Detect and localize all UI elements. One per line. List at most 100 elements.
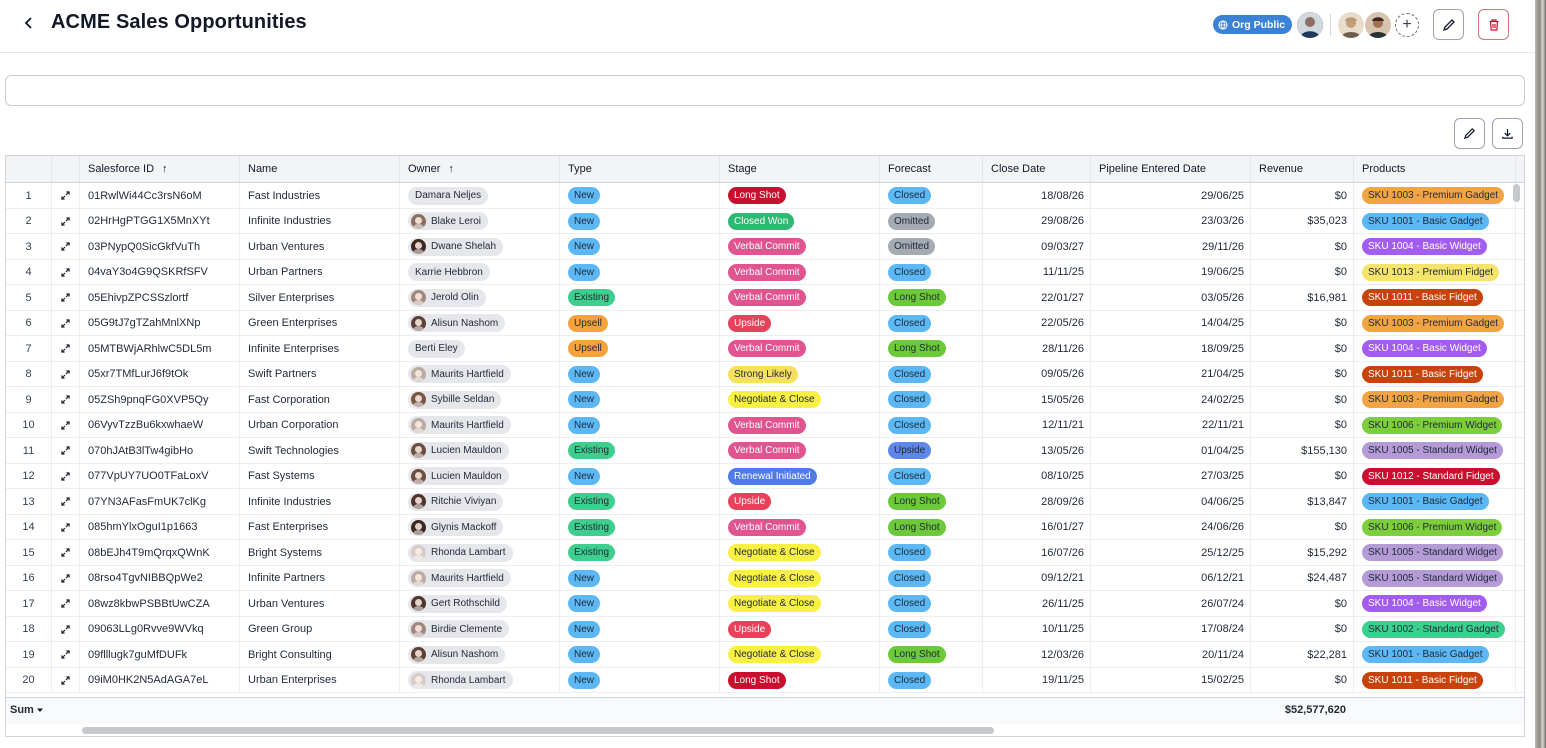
owner-chip[interactable]: Jerold Olin (408, 288, 486, 307)
expand-row-button[interactable] (52, 667, 80, 693)
cell-forecast: Omitted (880, 208, 983, 234)
expand-row-button[interactable] (52, 514, 80, 540)
owner-chip[interactable]: Lucien Mauldon (408, 441, 509, 460)
table-row[interactable]: 14 085hmYlxOguI1p1663 Fast Enterprises Glyn… (6, 514, 1524, 540)
download-button[interactable] (1492, 118, 1523, 149)
owner-avatar[interactable] (1297, 12, 1323, 38)
expand-row-button[interactable] (52, 208, 80, 234)
owner-chip[interactable]: Rhonda Lambart (408, 543, 513, 562)
table-row[interactable]: 1 01RwlWi44Cc3rsN6oM Fast Industries Damara… (6, 183, 1524, 209)
table-row[interactable]: 19 09flllugk7guMfDUFk Bright Consulting Ali… (6, 642, 1524, 668)
table-row[interactable]: 13 07YN3AFasFmUK7clKg Infinite Industries R… (6, 489, 1524, 515)
expand-row-button[interactable] (52, 565, 80, 591)
expand-row-button[interactable] (52, 540, 80, 565)
expand-row-button[interactable] (52, 234, 80, 259)
owner-chip[interactable]: Berti Eley (408, 339, 465, 358)
owner-chip[interactable]: Ritchie Viviyan (408, 492, 504, 511)
cell-rev: $0 (1251, 183, 1354, 208)
table-row[interactable]: 20 09iM0HK2N5AdAGA7eL Urban Enterprises Rho… (6, 667, 1524, 693)
org-public-badge[interactable]: Org Public (1213, 15, 1293, 34)
table-row[interactable]: 17 08wz8kbwPSBBtUwCZA Urban Ventures Gert R… (6, 591, 1524, 617)
cell-rev: $0 (1251, 514, 1354, 540)
column-header-owner[interactable]: Owner ↑ (400, 156, 560, 182)
owner-chip[interactable]: Maurits Hartfield (408, 416, 511, 434)
owner-chip[interactable]: Birdie Clemente (408, 620, 510, 638)
owner-chip[interactable]: Gert Rothschild (408, 594, 507, 613)
expand-row-button[interactable] (52, 285, 80, 310)
forecast-badge: Long Shot (888, 340, 946, 357)
column-header-name[interactable]: Name (240, 156, 400, 182)
expand-row-button[interactable] (52, 183, 80, 208)
owner-chip[interactable]: Glynis Mackoff (408, 518, 504, 536)
table-row[interactable]: 8 05xr7TMfLurJ6f9tOk Swift Partners Maurits… (6, 361, 1524, 387)
sort-ascending-icon: ↑ (448, 163, 454, 175)
horizontal-scrollbar[interactable] (82, 727, 994, 734)
delete-button[interactable] (1478, 9, 1509, 40)
shared-user-avatar[interactable] (1365, 12, 1391, 38)
expand-row-button[interactable] (52, 616, 80, 642)
cell-prod: SKU 1004 - Basic Widget (1354, 234, 1516, 259)
expand-row-button[interactable] (52, 463, 80, 489)
page-header: ACME Sales Opportunities Org Public + (0, 0, 1535, 53)
cell-close: 28/11/26 (983, 336, 1091, 361)
cell-type: Upsell (560, 310, 720, 336)
owner-chip[interactable]: Lucien Mauldon (408, 467, 509, 485)
expand-row-button[interactable] (52, 489, 80, 514)
column-header-forecast[interactable]: Forecast (880, 156, 983, 182)
column-header-close-date[interactable]: Close Date (983, 156, 1091, 182)
cell-id: 077VpUY7UO0TFaLoxV (80, 463, 240, 489)
table-row[interactable]: 16 08rso4TgvNIBBQpWe2 Infinite Partners Mau… (6, 565, 1524, 591)
table-row[interactable]: 7 05MTBWjARhlwC5DL5m Infinite Enterprises B… (6, 336, 1524, 362)
owner-chip[interactable]: Sybille Seldan (408, 390, 502, 409)
owner-chip[interactable]: Alisun Nashom (408, 314, 506, 332)
column-header-stage[interactable]: Stage (720, 156, 880, 182)
table-row[interactable]: 2 02HrHgPTGG1X5MnXYt Infinite Industries Bl… (6, 208, 1524, 234)
type-badge: New (568, 391, 601, 408)
table-row[interactable]: 15 08bEJh4T9mQrqxQWnK Bright Systems Rhonda… (6, 540, 1524, 566)
table-row[interactable]: 4 04vaY3o4G9QSKRfSFV Urban Partners Karrie … (6, 259, 1524, 285)
owner-chip[interactable]: Damara Neljes (408, 186, 489, 205)
expand-row-button[interactable] (52, 438, 80, 463)
owner-chip[interactable]: Rhonda Lambart (408, 671, 513, 689)
header-rownum (6, 156, 52, 182)
table-row[interactable]: 9 05ZSh9pnqFG0XVP5Qy Fast Corporation Sybil… (6, 387, 1524, 413)
filter-input[interactable] (5, 75, 1525, 106)
cell-pipe: 24/02/25 (1091, 387, 1251, 412)
expand-row-button[interactable] (52, 642, 80, 667)
back-button[interactable] (16, 10, 42, 36)
table-row[interactable]: 18 09063LLg0Rvve9WVkq Green Group Birdie Cl… (6, 616, 1524, 642)
shared-user-avatar[interactable] (1338, 12, 1364, 38)
table-row[interactable]: 5 05EhivpZPCSSzlortf Silver Enterprises Jer… (6, 285, 1524, 311)
owner-chip[interactable]: Karrie Hebbron (408, 263, 490, 281)
table-row[interactable]: 3 03PNypQ0SicGkfVuTh Urban Ventures Dwane S… (6, 234, 1524, 260)
owner-chip[interactable]: Blake Leroi (408, 212, 489, 230)
column-header-type[interactable]: Type (560, 156, 720, 182)
owner-chip[interactable]: Alisun Nashom (408, 645, 506, 664)
cell-stage: Negotiate & Close (720, 642, 880, 667)
table-row[interactable]: 11 070hJAtB3lTw4gibHo Swift Technologies Lu… (6, 438, 1524, 464)
owner-chip[interactable]: Maurits Hartfield (408, 569, 511, 587)
edit-table-button[interactable] (1454, 118, 1485, 149)
stage-badge: Upside (728, 620, 772, 638)
column-header-products[interactable]: Products (1354, 156, 1516, 182)
expand-row-button[interactable] (52, 387, 80, 412)
add-collaborator-button[interactable]: + (1395, 13, 1419, 37)
expand-row-button[interactable] (52, 412, 80, 438)
expand-row-button[interactable] (52, 336, 80, 361)
expand-row-button[interactable] (52, 259, 80, 285)
expand-row-button[interactable] (52, 310, 80, 336)
edit-button[interactable] (1433, 9, 1464, 40)
table-row[interactable]: 12 077VpUY7UO0TFaLoxV Fast Systems Lucien M… (6, 463, 1524, 489)
expand-row-button[interactable] (52, 361, 80, 387)
column-header-pipeline-entered-date[interactable]: Pipeline Entered Date (1091, 156, 1251, 182)
owner-chip[interactable]: Dwane Shelah (408, 237, 504, 256)
column-header-salesforce-id[interactable]: Salesforce ID ↑ (80, 156, 240, 182)
table-row[interactable]: 10 06VyvTzzBu6kxwhaeW Urban Corporation Mau… (6, 412, 1524, 438)
expand-row-button[interactable] (52, 591, 80, 616)
sum-aggregate-select[interactable]: Sum (10, 704, 44, 716)
column-header-revenue[interactable]: Revenue (1251, 156, 1354, 182)
vertical-scrollbar[interactable] (1513, 184, 1520, 202)
table-row[interactable]: 6 05G9tJ7gTZahMnlXNp Green Enterprises Alis… (6, 310, 1524, 336)
owner-chip[interactable]: Maurits Hartfield (408, 365, 511, 383)
cell-close: 11/11/25 (983, 259, 1091, 285)
